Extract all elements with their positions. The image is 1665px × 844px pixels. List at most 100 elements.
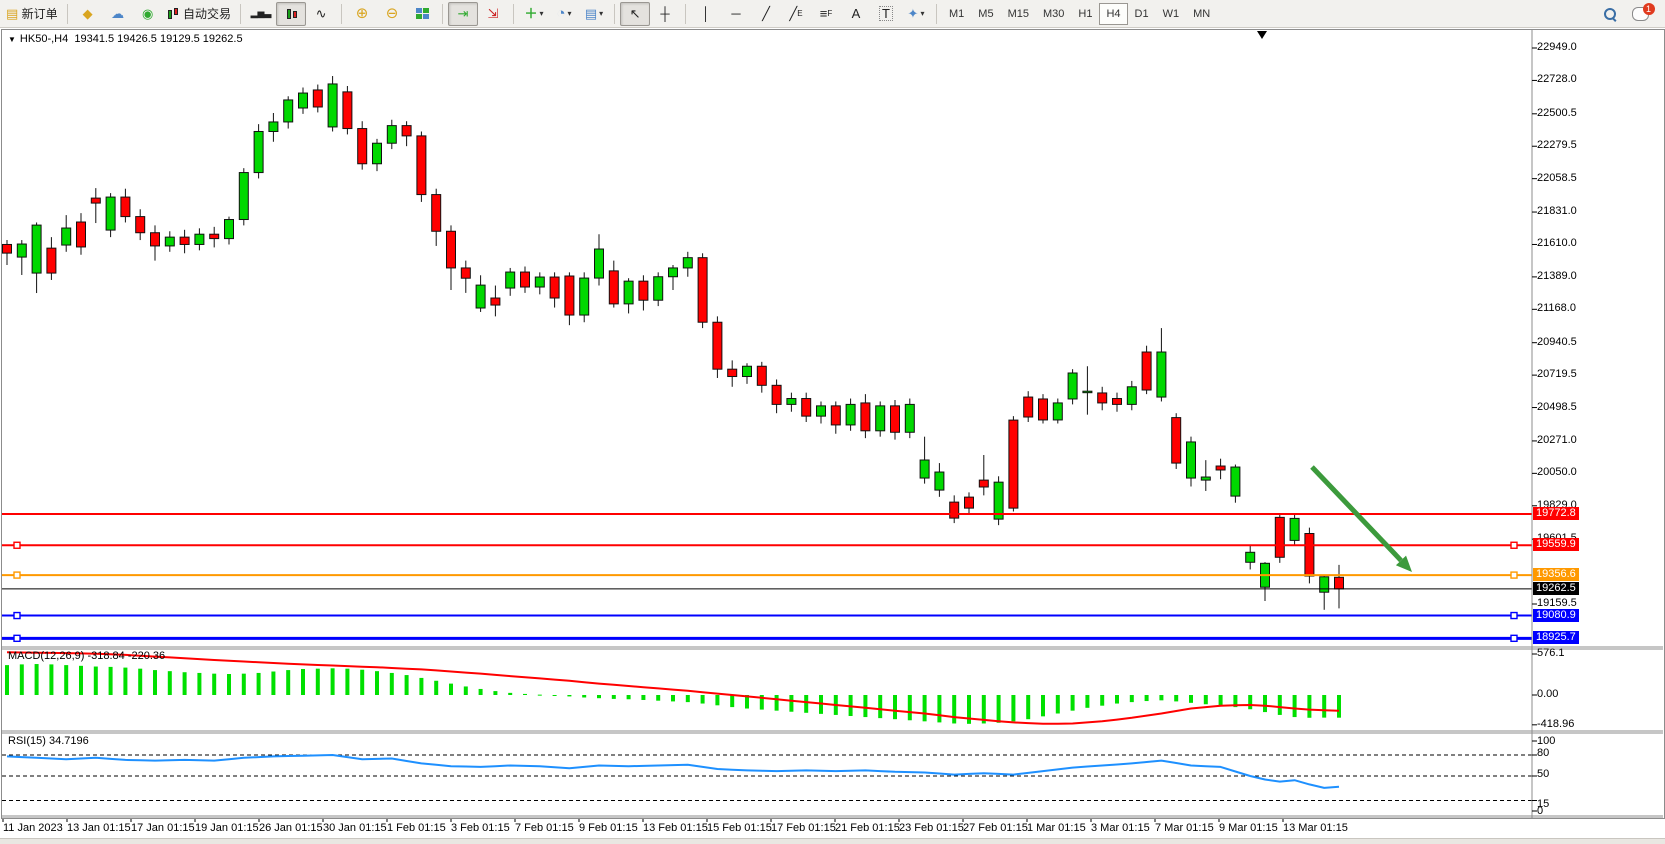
tile-windows-button[interactable] (407, 2, 437, 26)
rsi-scale-label: 80 (1537, 747, 1550, 759)
time-axis-label: 26 Jan 01:15 (259, 822, 323, 834)
chart-shift-button[interactable]: ⇲ (478, 2, 508, 26)
time-axis-label: 3 Mar 01:15 (1091, 822, 1150, 834)
crosshair-button[interactable]: ┼ (650, 2, 680, 26)
vertical-line-button[interactable]: │ (691, 2, 721, 26)
search-button[interactable] (1595, 2, 1625, 26)
toolbar-separator (685, 3, 687, 24)
candlestick-chart-button[interactable] (276, 1, 307, 26)
macd-scale-label: 576.1 (1537, 647, 1565, 659)
chart-window[interactable] (0, 28, 1665, 838)
bar-chart-icon: ▂▅▃ (250, 8, 272, 18)
fibonacci-icon-sub: F (827, 9, 833, 18)
chart-shift-icon: ⇲ (487, 6, 499, 21)
time-axis-label: 3 Feb 01:15 (451, 822, 510, 834)
new-order-button[interactable]: ▤ 新订单 (2, 2, 62, 26)
fibonacci-button[interactable]: ≡ F (811, 2, 841, 26)
zoom-out-button[interactable]: ⊖ (377, 2, 407, 26)
timeframe-button-w1[interactable]: W1 (1162, 7, 1180, 20)
zoom-in-button[interactable]: ⊕ (347, 2, 377, 26)
time-axis-label: 13 Mar 01:15 (1283, 822, 1348, 834)
chevron-down-icon: ▾ (567, 9, 572, 18)
channel-button[interactable]: ╱ E (781, 2, 811, 26)
market-button[interactable]: ◆ (73, 2, 103, 26)
price-tick-label: 20940.5 (1537, 335, 1577, 348)
timeframe-button-m5[interactable]: M5 (978, 7, 994, 20)
price-tick-label: 20498.5 (1537, 400, 1577, 413)
price-line-label[interactable]: 19559.9 (1533, 538, 1579, 552)
time-axis-label: 11 Jan 2023 (3, 822, 63, 834)
auto-trading-button[interactable]: 自动交易 (163, 2, 235, 26)
price-line-label[interactable]: 18925.7 (1533, 631, 1579, 645)
community-icon: ☁ (111, 6, 125, 21)
chart-title: ▼ HK50-,H4 19341.5 19426.5 19129.5 19262.… (8, 33, 243, 45)
horizontal-line-button[interactable]: ─ (721, 2, 751, 26)
macd-scale-label: -418.96 (1537, 717, 1575, 730)
time-axis-label: 21 Feb 01:15 (835, 822, 900, 834)
time-axis-label: 13 Feb 01:15 (643, 822, 708, 834)
timeframe-button-d1[interactable]: D1 (1134, 7, 1149, 20)
fibonacci-icon: ≡ (819, 6, 828, 21)
price-line-label[interactable]: 19772.8 (1533, 507, 1579, 521)
indicators-button[interactable]: ＋ ▾ (519, 2, 549, 26)
chevron-down-icon: ▾ (920, 9, 925, 18)
time-axis-label: 17 Feb 01:15 (771, 822, 836, 834)
price-line-label[interactable]: 19356.6 (1533, 568, 1579, 582)
chart-symbol-period: HK50-,H4 (19, 33, 69, 45)
bar-chart-button[interactable]: ▂▅▃ (246, 2, 276, 26)
price-tick-label: 20050.0 (1537, 466, 1577, 479)
text-icon: A (851, 6, 861, 21)
text-label-button[interactable]: T (871, 2, 901, 26)
signals-button[interactable]: ◉ (133, 2, 163, 26)
price-tick-label: 22058.5 (1537, 171, 1577, 184)
zoom-out-icon: ⊖ (385, 5, 399, 22)
template-button[interactable]: ▤ ▾ (579, 2, 609, 26)
chart-ohlc-values: 19341.5 19426.5 19129.5 19262.5 (74, 33, 243, 45)
channel-icon: ╱ (789, 6, 798, 21)
window-bottom-strip (0, 838, 1665, 844)
main-toolbar: ▤ 新订单 ◆ ☁ ◉ 自动交易 ▂▅▃ ∿ ⊕ ⊖ ⇥ ⇲ ＋ ▾ ◔ ▾ ▤ ▾ … (0, 0, 1665, 28)
timeframe-button-h4[interactable]: H4 (1099, 2, 1128, 25)
text-label-icon: T (879, 6, 893, 21)
cursor-button[interactable]: ↖ (620, 1, 651, 26)
price-tick-label: 20271.0 (1537, 433, 1577, 446)
price-tick-label: 22279.5 (1537, 139, 1577, 152)
price-line-label[interactable]: 19262.5 (1533, 581, 1579, 595)
time-axis-label: 27 Feb 01:15 (963, 822, 1028, 834)
template-icon: ▤ (584, 6, 598, 21)
time-axis-label: 1 Mar 01:15 (1027, 822, 1086, 834)
trendline-button[interactable]: ╱ (751, 2, 781, 26)
toolbar-separator (442, 3, 444, 24)
text-button[interactable]: A (841, 2, 871, 26)
timeframe-button-h1[interactable]: H1 (1078, 7, 1093, 20)
macd-scale-label: 0.00 (1537, 688, 1559, 700)
timeframe-button-m30[interactable]: M30 (1042, 7, 1065, 20)
time-axis-label: 7 Mar 01:15 (1155, 822, 1214, 834)
indicators-icon: ＋ (524, 6, 538, 21)
price-tick-label: 21389.0 (1537, 269, 1577, 282)
community-button[interactable]: ☁ (103, 2, 133, 26)
rsi-scale-label: 0 (1537, 805, 1544, 817)
price-tick-label: 21831.0 (1537, 205, 1577, 218)
vertical-line-icon: │ (701, 6, 711, 21)
time-axis-label: 23 Feb 01:15 (899, 822, 964, 834)
price-line-label[interactable]: 19080.9 (1533, 608, 1579, 622)
time-axis-label: 9 Mar 01:15 (1219, 822, 1278, 834)
time-axis-label: 7 Feb 01:15 (515, 822, 574, 834)
chat-button[interactable]: 1 (1625, 2, 1655, 26)
line-chart-button[interactable]: ∿ (306, 2, 336, 26)
timeframe-button-m15[interactable]: M15 (1007, 7, 1029, 20)
rsi-scale-label: 100 (1537, 735, 1556, 747)
toolbar-separator (341, 3, 343, 24)
toolbar-separator (66, 3, 68, 24)
channel-icon-sub: E (797, 9, 803, 18)
period-button[interactable]: ◔ ▾ (549, 2, 579, 26)
auto-scroll-button[interactable]: ⇥ (448, 1, 479, 26)
auto-trading-label: 自动交易 (183, 7, 232, 21)
market-icon: ◆ (82, 6, 93, 21)
chevron-down-icon: ▾ (599, 9, 604, 18)
timeframe-button-m1[interactable]: M1 (949, 7, 965, 20)
shapes-button[interactable]: ✦ ▾ (901, 2, 931, 26)
timeframe-button-mn[interactable]: MN (1193, 7, 1211, 20)
